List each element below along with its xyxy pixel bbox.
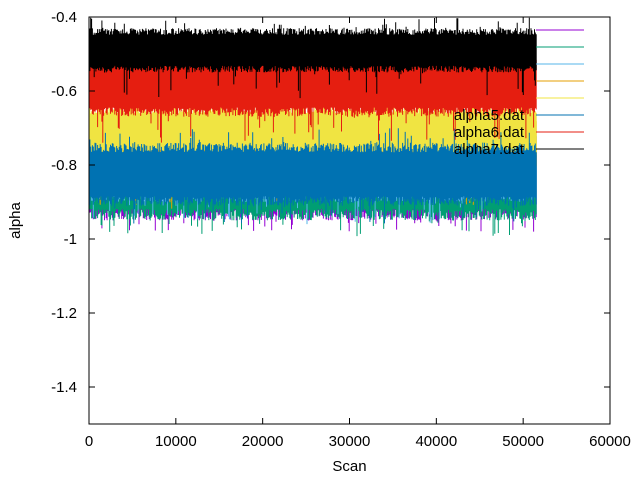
x-tick-label: 40000 — [415, 433, 457, 450]
y-tick-label: -1.2 — [51, 305, 77, 322]
x-axis-title: Scan — [332, 458, 366, 475]
y-tick-label: -1.4 — [51, 379, 77, 396]
x-tick-label: 0 — [85, 433, 93, 450]
y-axis-title: alpha — [7, 201, 24, 238]
axis-ticks: 0 10000 20000 30000 40000 50000 60000 -0.4 -0.6 -… — [51, 9, 631, 450]
data-layer — [88, 17, 537, 237]
y-tick-label: -1 — [64, 231, 77, 248]
y-tick-label: -0.6 — [51, 83, 77, 100]
x-tick-label: 30000 — [329, 433, 371, 450]
x-tick-label: 60000 — [589, 433, 631, 450]
y-tick-label: -0.8 — [51, 157, 77, 174]
legend-label: alpha6.dat — [454, 124, 525, 141]
y-tick-label: -0.4 — [51, 9, 77, 26]
legend-label: alpha7.dat — [454, 141, 525, 158]
x-tick-label: 10000 — [155, 433, 197, 450]
x-tick-label: 50000 — [502, 433, 544, 450]
legend-label: alpha5.dat — [454, 107, 525, 124]
x-tick-label: 20000 — [242, 433, 284, 450]
